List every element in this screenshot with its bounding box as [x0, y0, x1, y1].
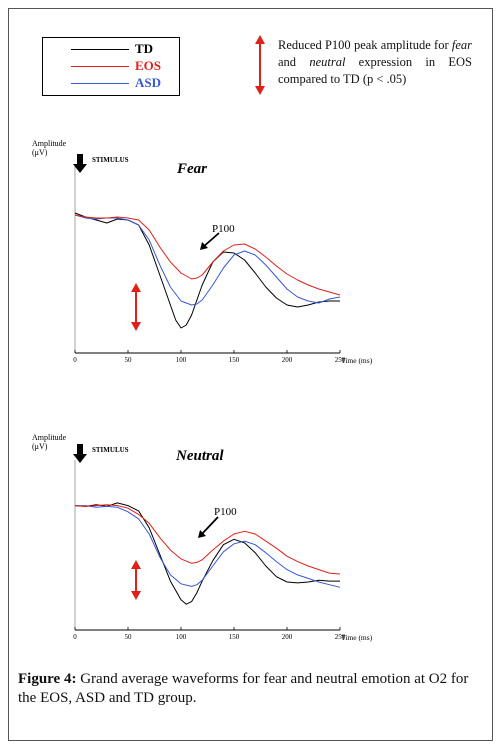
x-tick-label: 0	[73, 633, 77, 641]
legend-swatch-asd	[71, 83, 129, 84]
p100-arrow-icon	[200, 232, 220, 250]
x-tick-label: 0	[73, 356, 77, 364]
x-tick-label: 250	[335, 356, 346, 364]
legend-label-asd: ASD	[135, 75, 162, 90]
chart-title: Neutral	[175, 448, 224, 464]
legend: TD EOS ASD	[42, 37, 180, 96]
chart-fear: 0 50 100 150 200 250 Time (ms) Amplitude (μV) STI…	[0, 132, 503, 377]
p100-arrow-shaft	[200, 516, 219, 536]
stimulus-label: STIMULUS	[92, 156, 129, 164]
series-line-eos	[74, 504, 341, 575]
legend-swatch-td	[71, 49, 129, 50]
figure-frame	[8, 8, 493, 741]
caption-label: Figure 4:	[18, 671, 77, 687]
x-tick-label: 50	[125, 356, 133, 364]
x-tick-label: 100	[176, 356, 187, 364]
chart-title: Fear	[176, 161, 207, 177]
double-arrow-head-bottom	[131, 322, 141, 331]
caption-text: Grand average waveforms for fear and neu…	[18, 671, 469, 706]
p100-arrow-head	[198, 530, 206, 538]
red-double-arrow-icon	[131, 560, 141, 600]
significance-note-text: Reduced P100 peak amplitude for fear and…	[278, 38, 472, 86]
stimulus-arrow-shaft	[77, 444, 83, 455]
stimulus-arrow-head	[73, 454, 87, 463]
x-axis-label: Time (ms)	[341, 633, 373, 642]
red-double-arrow-icon	[131, 283, 141, 331]
double-arrow-head-top	[131, 560, 141, 569]
y-axis-unit-label: (μV)	[32, 442, 48, 451]
legend-label-td: TD	[135, 41, 154, 56]
p100-annotation: P100	[212, 223, 235, 235]
legend-item-td: TD	[43, 41, 179, 57]
x-tick-label: 200	[282, 633, 293, 641]
chart-neutral: 0 50 100 150 200 250 Time (ms) Amplitude (μV) STI…	[0, 425, 503, 650]
double-arrow-icon	[255, 35, 265, 95]
x-tick-label: 150	[229, 356, 240, 364]
legend-item-asd: ASD	[43, 75, 179, 91]
p100-annotation: P100	[214, 506, 237, 518]
stimulus-arrow-icon	[73, 444, 87, 463]
p100-arrow-icon	[198, 516, 219, 538]
stimulus-arrow-icon	[73, 154, 87, 173]
p100-arrow-shaft	[202, 232, 220, 248]
x-axis-label: Time (ms)	[341, 356, 373, 365]
series-line-eos	[74, 214, 341, 296]
x-tick-label: 150	[229, 633, 240, 641]
legend-label-eos: EOS	[135, 58, 162, 73]
figure-caption: Figure 4: Grand average waveforms for fe…	[18, 670, 488, 708]
double-arrow-head-bottom	[131, 591, 141, 600]
p100-arrow-head	[200, 242, 208, 250]
double-arrow-head-top	[131, 283, 141, 292]
series-line-asd	[74, 214, 341, 306]
y-axis-unit-label: (μV)	[32, 148, 48, 157]
x-tick-label: 250	[335, 633, 346, 641]
series-line-td	[74, 212, 340, 329]
legend-swatch-eos	[71, 66, 129, 67]
stimulus-arrow-head	[73, 164, 87, 173]
legend-item-eos: EOS	[43, 58, 179, 74]
y-axis-label: Amplitude	[32, 139, 67, 148]
x-tick-label: 200	[282, 356, 293, 364]
x-tick-label: 50	[125, 633, 133, 641]
series-line-td	[74, 502, 340, 605]
stimulus-label: STIMULUS	[92, 446, 129, 454]
stimulus-arrow-shaft	[77, 154, 83, 165]
series-line-asd	[75, 505, 341, 588]
x-tick-label: 100	[176, 633, 187, 641]
y-axis-label: Amplitude	[32, 433, 67, 442]
